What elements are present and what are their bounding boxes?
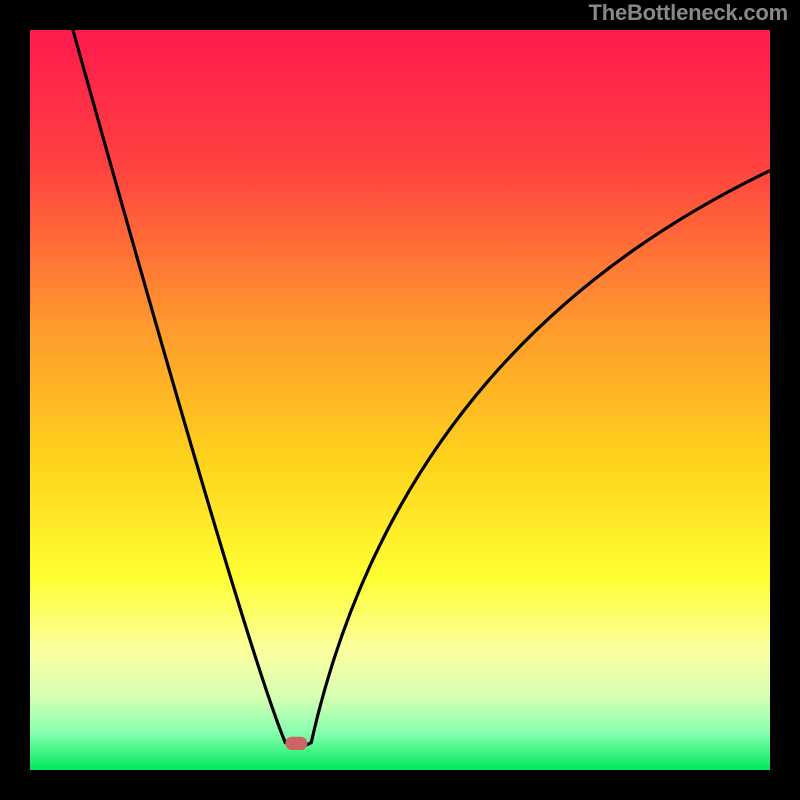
vertex-marker	[285, 737, 307, 750]
plot-area	[30, 30, 770, 770]
watermark-text: TheBottleneck.com	[588, 0, 788, 26]
gradient-background	[30, 30, 770, 770]
chart-svg	[30, 30, 770, 770]
